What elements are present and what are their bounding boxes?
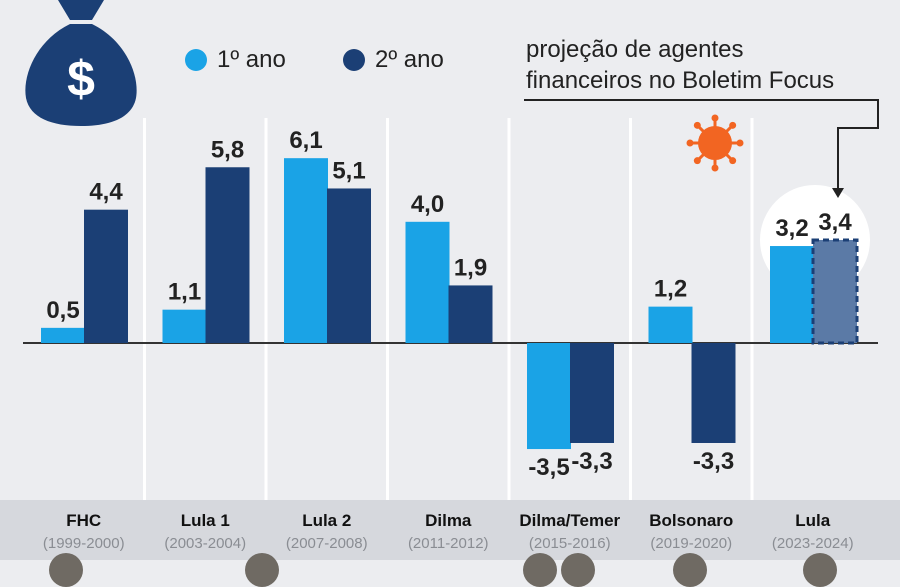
legend-label-second-year: 2º ano bbox=[375, 46, 444, 73]
period-name: Lula 2 bbox=[302, 511, 352, 530]
period-years: (2019-2020) bbox=[650, 535, 733, 552]
president-photo bbox=[49, 553, 83, 587]
period-band bbox=[0, 500, 900, 560]
period-label: Lula (2023-2024) bbox=[753, 500, 873, 552]
bar-value-label: 1,1 bbox=[168, 279, 201, 306]
period-name: Dilma/Temer bbox=[519, 511, 621, 530]
bar-first-year bbox=[405, 221, 450, 343]
period-name: Dilma bbox=[425, 511, 472, 530]
period-name: Lula 1 bbox=[180, 511, 230, 530]
bar-value-label: 0,5 bbox=[46, 297, 79, 324]
president-photo bbox=[245, 553, 279, 587]
bar-value-label: 4,4 bbox=[89, 179, 123, 206]
period-label: FHC (1999-2000) bbox=[24, 500, 144, 552]
bar-value-label: 3,4 bbox=[818, 209, 852, 236]
bar-second-year bbox=[84, 209, 128, 343]
period-label: Lula 1 (2003-2004) bbox=[145, 500, 265, 552]
annotation-connector bbox=[524, 99, 879, 190]
period-years: (2007-2008) bbox=[285, 535, 368, 552]
period-years: (2011-2012) bbox=[407, 535, 489, 552]
period-years: (1999-2000) bbox=[42, 535, 125, 552]
legend-swatch-second-year bbox=[343, 49, 365, 71]
president-photo bbox=[523, 553, 557, 587]
period-label: Bolsonaro (2019-2020) bbox=[631, 500, 751, 552]
president-photo bbox=[803, 553, 837, 587]
annotation-arrowhead bbox=[832, 188, 844, 198]
legend-label-first-year: 1º ano bbox=[217, 46, 286, 73]
period-years: (2023-2024) bbox=[771, 535, 854, 552]
bar-first-year bbox=[648, 306, 693, 343]
coronavirus-icon bbox=[686, 114, 744, 172]
bar-value-label: -3,3 bbox=[693, 448, 734, 475]
period-name: Lula bbox=[795, 511, 831, 530]
bar-value-label: -3,5 bbox=[528, 454, 569, 481]
note-line-2: financeiros no Boletim Focus bbox=[526, 67, 835, 94]
bar-value-label: -3,3 bbox=[571, 448, 612, 475]
period-label: Dilma/Temer (2015-2016) bbox=[510, 500, 630, 552]
bar-value-label: 1,2 bbox=[654, 276, 687, 303]
period-label: Dilma (2011-2012) bbox=[388, 500, 508, 552]
bar-value-label: 6,1 bbox=[289, 127, 322, 154]
bar-second-year bbox=[205, 167, 250, 343]
bar-second-year bbox=[448, 285, 493, 343]
bar-value-label: 3,2 bbox=[775, 215, 808, 242]
note-line-1: projeção de agentes bbox=[526, 36, 744, 63]
legend-swatch-first-year bbox=[185, 49, 207, 71]
president-photo bbox=[673, 553, 707, 587]
bar-value-label: 5,8 bbox=[211, 136, 244, 163]
bar-chart: 0,5 1,1 6,1 4,0 -3,5 1,2 3,2 4,4 5,8 5,1 1,9 -3,3 -3… bbox=[23, 0, 879, 500]
legend-first-year: 1º ano bbox=[185, 46, 286, 74]
bar-first-year bbox=[770, 246, 814, 343]
bar-first-year bbox=[527, 343, 571, 450]
bar-value-label: 5,1 bbox=[332, 157, 365, 184]
president-photo bbox=[561, 553, 595, 587]
bar-value-label: 1,9 bbox=[454, 254, 487, 281]
period-name: Bolsonaro bbox=[649, 511, 734, 530]
period-years: (2015-2016) bbox=[528, 535, 611, 552]
bar-second-year bbox=[327, 188, 371, 343]
bar-second-year bbox=[570, 343, 614, 443]
bar-first-year bbox=[162, 309, 207, 343]
focus-projection-note: projeção de agentes financeiros no Bolet… bbox=[526, 34, 880, 96]
bar-first-year bbox=[284, 158, 328, 343]
period-label: Lula 2 (2007-2008) bbox=[267, 500, 387, 552]
bar-second-year bbox=[691, 343, 736, 443]
period-name: FHC bbox=[66, 511, 102, 530]
svg-text:$: $ bbox=[67, 51, 95, 107]
bar-projection bbox=[811, 238, 859, 345]
period-years: (2003-2004) bbox=[164, 535, 247, 552]
legend-second-year: 2º ano bbox=[343, 46, 444, 74]
money-bag-icon: $ bbox=[25, 0, 137, 126]
bar-first-year bbox=[41, 327, 85, 343]
bar-value-label: 4,0 bbox=[411, 191, 444, 218]
